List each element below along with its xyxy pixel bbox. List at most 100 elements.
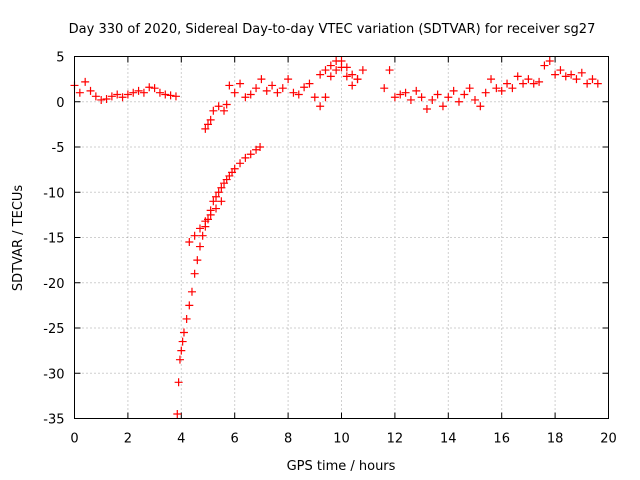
data-point [342, 72, 351, 81]
data-point [540, 61, 549, 70]
x-tick-label: 18 [547, 432, 564, 447]
data-point [262, 86, 271, 95]
data-point [241, 93, 250, 102]
data-point [444, 93, 453, 102]
data-point [503, 79, 512, 88]
x-tick-label: 20 [600, 432, 617, 447]
data-point [102, 95, 111, 104]
data-point [198, 231, 207, 240]
data-point [316, 70, 325, 79]
x-tick-label: 0 [70, 432, 78, 447]
data-point [91, 92, 100, 101]
y-tick-label: -35 [43, 413, 64, 428]
data-point [195, 224, 204, 233]
data-point [396, 90, 405, 99]
data-point [412, 86, 421, 95]
data-point [150, 84, 159, 93]
data-point [236, 159, 245, 168]
data-point [217, 197, 226, 206]
data-point [178, 337, 187, 346]
data-point [513, 72, 522, 81]
data-point [380, 84, 389, 93]
data-point [185, 238, 194, 247]
data-point [519, 79, 528, 88]
data-point [190, 231, 199, 240]
y-tick-label: -30 [43, 367, 64, 382]
data-point [481, 88, 490, 97]
data-point [171, 92, 180, 101]
data-point [206, 115, 215, 124]
data-point [193, 256, 202, 265]
data-point [545, 57, 554, 66]
data-point [487, 75, 496, 84]
data-point [593, 79, 602, 88]
data-point [236, 79, 245, 88]
x-tick-label: 14 [440, 432, 457, 447]
data-point [572, 75, 581, 84]
data-point [321, 93, 330, 102]
data-point [385, 66, 394, 75]
data-point [583, 79, 592, 88]
data-point [273, 88, 282, 97]
data-point [139, 88, 148, 97]
data-point [214, 188, 223, 197]
data-point [241, 153, 250, 162]
data-point [118, 93, 127, 102]
x-axis-label: GPS time / hours [287, 459, 396, 474]
data-point [246, 150, 255, 159]
data-point [177, 346, 186, 355]
series-segment-7 [380, 66, 544, 113]
data-point [332, 66, 341, 75]
data-point [524, 75, 533, 84]
data-point [294, 90, 303, 99]
data-point [209, 106, 218, 115]
chart-title: Day 330 of 2020, Sidereal Day-to-day VTE… [69, 22, 596, 37]
data-point [454, 97, 463, 106]
data-point [173, 409, 182, 418]
data-point [214, 102, 223, 111]
data-point [113, 90, 122, 99]
data-point [465, 84, 474, 93]
data-point [342, 63, 351, 72]
data-point [252, 145, 261, 154]
grid-lines [74, 56, 609, 419]
data-point [326, 61, 335, 70]
data-point [305, 79, 314, 88]
data-point [179, 328, 188, 337]
data-point [433, 90, 442, 99]
data-point [161, 90, 170, 99]
x-tick-label: 12 [387, 432, 404, 447]
data-point [326, 72, 335, 81]
y-tick-label: -20 [43, 277, 64, 292]
y-axis-label: SDTVAR / TECUs [11, 185, 26, 292]
data-point [417, 93, 426, 102]
data-point [268, 81, 277, 90]
data-point [204, 120, 212, 129]
data-point [422, 104, 431, 113]
data-point [551, 70, 560, 79]
data-point [182, 314, 191, 323]
x-tick-label: 6 [231, 432, 239, 447]
series-segment-3 [185, 197, 226, 247]
data-point [257, 75, 266, 84]
data-point [107, 92, 116, 101]
data-point [206, 210, 215, 219]
data-point [561, 72, 570, 81]
data-point [123, 90, 132, 99]
y-tick-label: 0 [56, 96, 64, 111]
data-point [390, 93, 399, 102]
data-point [316, 102, 325, 111]
data-point [217, 183, 226, 192]
data-point [556, 66, 565, 75]
x-tick-label: 4 [177, 432, 185, 447]
data-point [81, 77, 90, 86]
data-point [438, 102, 447, 111]
data-point [449, 86, 458, 95]
data-point [577, 68, 586, 77]
data-point [209, 197, 218, 206]
data-point [508, 84, 517, 93]
data-point [145, 83, 154, 92]
x-tick-label: 10 [333, 432, 350, 447]
data-point [201, 124, 210, 133]
data-point [190, 269, 199, 278]
